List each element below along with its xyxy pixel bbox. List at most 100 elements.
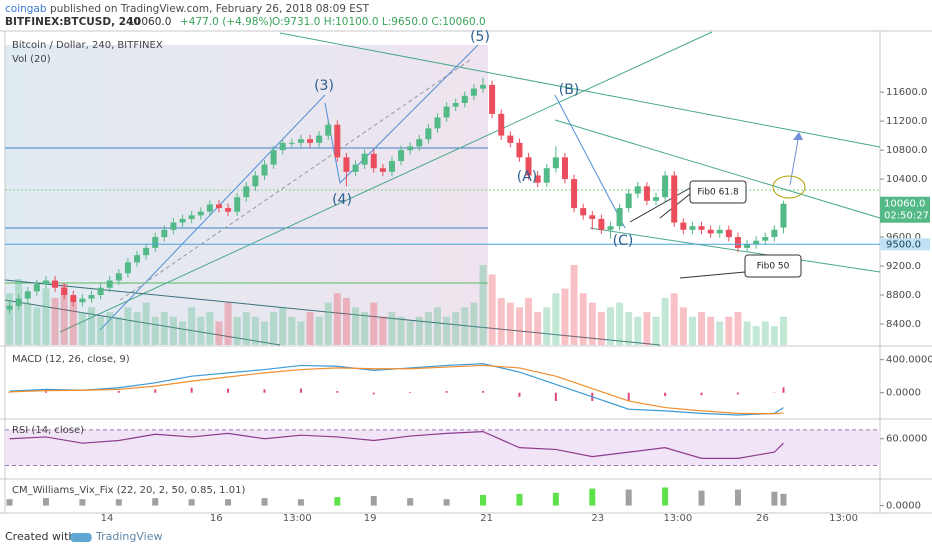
volume-bar — [479, 265, 487, 345]
author[interactable]: coingab — [5, 3, 47, 15]
volume-bar — [588, 302, 596, 345]
volume-bar — [60, 283, 68, 345]
histogram-bar — [154, 389, 157, 393]
candle-body — [70, 295, 77, 303]
candle-body — [489, 84, 496, 114]
volume-bar — [24, 302, 32, 345]
candle-body — [407, 146, 414, 151]
vix-bar — [188, 499, 195, 506]
last-price: 10060.0 — [128, 16, 171, 28]
volume-bar — [197, 316, 205, 345]
candle-body — [352, 164, 359, 172]
candle-body — [234, 197, 241, 212]
volume-bar — [570, 265, 578, 345]
x-tick-label: 23 — [591, 513, 604, 524]
y-tick-label: 11200.0 — [886, 116, 927, 127]
vix-bar — [625, 489, 632, 506]
candle-body — [206, 204, 213, 212]
candle-body — [316, 135, 323, 143]
vix-bar — [6, 499, 13, 506]
candle-body — [288, 142, 295, 144]
pane-title: Vol (20) — [12, 54, 51, 65]
volume-bar — [597, 312, 605, 345]
histogram-bar — [227, 388, 230, 393]
y-tick-label: 9600.0 — [886, 232, 921, 243]
candle-body — [79, 298, 86, 303]
volume-bar — [707, 316, 715, 345]
candle-body — [543, 168, 550, 183]
published: published on TradingView.com, February 2… — [50, 3, 370, 15]
volume-bar — [525, 297, 533, 345]
volume-bar — [661, 297, 669, 345]
candle-body — [653, 197, 660, 201]
volume-bar — [488, 274, 496, 345]
volume-bar — [534, 312, 542, 345]
volume-bar — [379, 316, 387, 345]
volume-bar — [579, 293, 587, 345]
vix-bar — [589, 488, 596, 506]
candle-body — [97, 287, 104, 296]
vix-bar — [771, 491, 778, 506]
candle-body — [689, 226, 696, 230]
candle-body — [607, 226, 614, 230]
indicator-line — [9, 430, 784, 459]
annotation: (A) — [517, 169, 538, 185]
candle-body — [252, 175, 259, 187]
annotation: (C) — [613, 233, 634, 249]
candle-body — [771, 229, 778, 238]
candle-body — [716, 229, 723, 234]
volume-bar — [124, 307, 132, 345]
vix-bar — [42, 498, 49, 506]
volume-bar — [188, 307, 196, 345]
volume-bar — [333, 293, 341, 345]
candle-body — [134, 255, 141, 263]
vix-bar — [152, 498, 159, 506]
volume-bar — [87, 307, 95, 345]
candle-body — [580, 208, 587, 216]
candle-body — [52, 280, 59, 288]
volume-bar — [506, 302, 514, 345]
symbol: BITFINEX:BTCUSD, 240 — [5, 16, 141, 28]
volume-bar — [151, 316, 159, 345]
histogram-bar — [336, 391, 339, 393]
candle-body — [325, 124, 332, 136]
volume-bar — [470, 302, 478, 345]
candle-body — [370, 153, 377, 169]
histogram-bar — [8, 391, 11, 393]
histogram-bar — [445, 391, 448, 393]
x-tick-label: 19 — [364, 513, 377, 524]
volume-bar — [97, 316, 105, 345]
price-label: 10060.0 — [884, 199, 925, 210]
candle-body — [270, 150, 277, 165]
candle-body — [725, 229, 732, 238]
x-tick-label: 13:00 — [829, 513, 858, 524]
candle-body — [124, 262, 131, 274]
candle-body — [571, 179, 578, 209]
volume-bar — [251, 316, 259, 345]
candle-body — [24, 291, 31, 299]
volume-bar — [270, 312, 278, 345]
volume-bar — [652, 316, 660, 345]
candle-body — [179, 218, 186, 223]
y-tick-label: 0.0000 — [886, 501, 921, 512]
volume-bar — [160, 312, 168, 345]
volume-bar — [288, 316, 296, 345]
histogram-bar — [554, 392, 557, 401]
vix-bar — [443, 499, 450, 506]
volume-bar — [106, 312, 114, 345]
volume-bar — [397, 316, 405, 345]
candle-body — [552, 157, 559, 169]
x-tick-label: 14 — [101, 513, 114, 524]
candle-body — [507, 135, 514, 143]
footer-created: Created with — [5, 530, 75, 543]
volume-bar — [670, 293, 678, 345]
candle-body — [744, 244, 751, 248]
vix-bar — [780, 493, 787, 506]
histogram-bar — [627, 392, 630, 401]
volume-bar — [142, 302, 150, 345]
footer-brand[interactable]: TradingView — [95, 530, 162, 543]
candle-body — [671, 175, 678, 223]
volume-bar — [552, 293, 560, 345]
candle-body — [152, 237, 159, 248]
candle-body — [753, 240, 760, 245]
